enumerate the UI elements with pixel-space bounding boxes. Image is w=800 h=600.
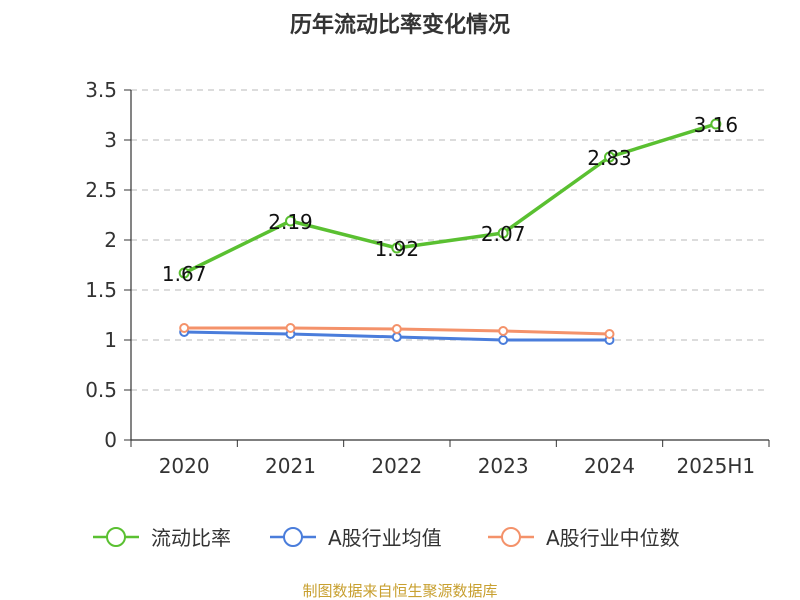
data-point <box>391 324 402 334</box>
y-tick-label: 3.5 <box>85 78 117 102</box>
y-tick-label: 2 <box>104 228 117 252</box>
data-point <box>604 329 615 339</box>
data-point <box>498 326 509 336</box>
x-tick-label: 2024 <box>584 454 635 478</box>
legend-label: A股行业均值 <box>328 526 442 550</box>
x-tick-label: 2021 <box>265 454 316 478</box>
data-point <box>498 335 509 345</box>
chart-title: 历年流动比率变化情况 <box>290 12 510 38</box>
data-point <box>497 227 509 239</box>
legend-label: A股行业中位数 <box>546 526 680 550</box>
data-label: 1.67 <box>162 262 207 286</box>
data-point <box>285 323 296 333</box>
data-point <box>391 242 403 254</box>
source-note: 制图数据来自恒生聚源数据库 <box>302 582 497 600</box>
legend-item[interactable]: A股行业均值 <box>270 526 442 550</box>
data-point <box>179 323 190 333</box>
legend-marker <box>106 527 126 547</box>
data-label: 2.07 <box>481 222 526 246</box>
x-tick-label: 2025H1 <box>676 454 755 478</box>
data-label: 1.92 <box>375 237 420 261</box>
y-tick-label: 2.5 <box>85 178 117 202</box>
data-labels: 1.67 2.19 1.92 2.07 2.83 3.16 <box>162 113 738 286</box>
data-point <box>285 215 296 227</box>
series-area <box>178 118 722 345</box>
axes: 0 0.5 1 1.5 2 2.5 3 3.5 2020 2021 2022 2023 2024 2025… <box>85 78 770 478</box>
data-point <box>178 267 190 279</box>
data-label: 2.83 <box>587 146 632 170</box>
data-label: 2.19 <box>268 210 313 234</box>
y-tick-label: 0.5 <box>85 378 117 402</box>
x-tick-label: 2020 <box>159 454 210 478</box>
y-tick-label: 1.5 <box>85 278 117 302</box>
data-point <box>604 151 615 163</box>
data-point <box>710 118 722 130</box>
legend-label: 流动比率 <box>151 526 231 550</box>
y-tick-label: 3 <box>104 128 117 152</box>
y-tick-label: 1 <box>104 328 117 352</box>
legend-marker <box>501 527 521 547</box>
legend-item[interactable]: 流动比率 <box>93 526 231 550</box>
data-label: 3.16 <box>694 113 739 137</box>
series-line <box>183 122 717 275</box>
legend[interactable]: 流动比率 A股行业均值 A股行业中位数 <box>93 526 680 550</box>
legend-item[interactable]: A股行业中位数 <box>488 526 680 550</box>
x-tick-label: 2022 <box>371 454 422 478</box>
x-tick-label: 2023 <box>478 454 529 478</box>
data-point <box>391 332 402 342</box>
y-tick-label: 0 <box>104 428 117 452</box>
legend-marker <box>283 527 303 547</box>
